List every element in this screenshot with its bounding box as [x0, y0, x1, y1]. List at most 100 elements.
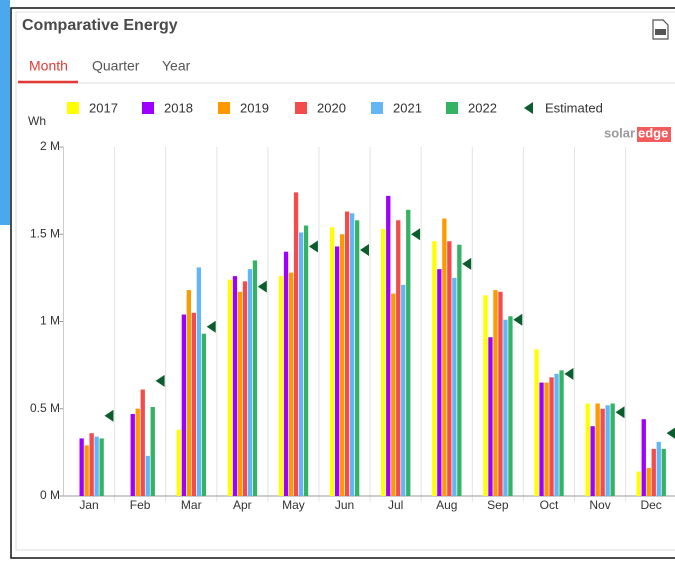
bar	[340, 234, 345, 496]
legend-swatch	[295, 102, 307, 114]
logo-text: edge	[638, 125, 668, 140]
bar	[651, 448, 656, 496]
legend-swatch	[142, 102, 154, 114]
bar	[94, 436, 99, 496]
x-tick-label: Apr	[233, 498, 252, 512]
csv-export-icon[interactable]	[652, 19, 669, 40]
widget-title: Comparative Energy	[22, 17, 178, 34]
bar	[493, 290, 498, 496]
bar	[350, 213, 355, 496]
x-tick-label: Feb	[130, 498, 151, 512]
bar	[283, 251, 289, 496]
bar	[605, 405, 610, 496]
bar	[335, 246, 340, 496]
bar	[646, 468, 651, 496]
bar	[355, 220, 360, 497]
bar	[508, 316, 513, 496]
legend-label: 2018	[164, 100, 193, 115]
bar	[386, 195, 391, 497]
estimate-marker	[257, 280, 267, 293]
y-tick-label: 0 M	[40, 488, 60, 502]
bar	[549, 377, 554, 496]
x-tick-label: Oct	[540, 498, 559, 512]
estimate-marker	[206, 320, 216, 333]
bar	[232, 276, 238, 496]
bar	[600, 408, 605, 496]
bar	[303, 225, 309, 496]
y-tick-label: 0.5 M	[30, 401, 60, 415]
bar	[196, 267, 201, 496]
legend-label: 2020	[317, 100, 346, 115]
bar	[130, 413, 135, 496]
x-tick-label: Jun	[335, 498, 354, 512]
estimate-marker	[666, 427, 675, 439]
estimate-marker	[308, 240, 318, 253]
legend-swatch	[67, 102, 79, 114]
bar	[278, 276, 284, 496]
bar	[150, 407, 155, 496]
bar	[330, 227, 335, 496]
legend-swatch	[371, 102, 383, 114]
x-tick-label: Jul	[388, 498, 403, 512]
estimate-marker	[513, 313, 523, 326]
bar	[201, 333, 206, 496]
logo-highlight	[637, 127, 671, 142]
x-tick-label: May	[282, 498, 305, 512]
bar	[227, 279, 233, 496]
bar	[99, 438, 104, 496]
estimate-marker	[615, 406, 625, 419]
bar	[498, 291, 503, 496]
background-panel	[0, 0, 10, 225]
estimate-marker	[411, 228, 421, 241]
bar	[135, 408, 140, 496]
bar	[176, 429, 181, 496]
bar	[396, 220, 401, 497]
bar	[534, 349, 539, 496]
bar	[554, 373, 559, 496]
bar	[661, 448, 666, 496]
bar	[391, 293, 396, 496]
bar	[345, 211, 350, 496]
legend-swatch	[446, 102, 458, 114]
tab[interactable]: Year	[162, 58, 191, 74]
bar	[145, 455, 150, 496]
bar	[381, 229, 386, 496]
chart: 0 M 0.5 M 1 M 1.5 M 2 M Jan Feb Mar Apr May Jun Jul…	[30, 100, 675, 512]
estimate-marker	[564, 367, 574, 380]
legend-label: 2019	[240, 100, 269, 115]
bar	[457, 244, 462, 496]
legend-label: 2022	[468, 100, 497, 115]
y-tick-label: 2 M	[40, 139, 60, 153]
legend-swatch	[218, 102, 230, 114]
bar	[595, 403, 600, 496]
bar	[186, 290, 191, 496]
legend-label: 2017	[89, 100, 118, 115]
x-tick-label: Aug	[436, 498, 457, 512]
bar	[641, 419, 646, 496]
bar	[503, 319, 508, 496]
bar	[452, 277, 457, 496]
bar	[84, 445, 89, 496]
bar	[237, 291, 243, 496]
bar	[559, 370, 564, 496]
estimate-marker	[104, 409, 114, 422]
bar	[432, 241, 437, 496]
x-tick-label: Nov	[589, 498, 610, 512]
bar	[447, 241, 452, 496]
bar	[247, 269, 253, 496]
tab[interactable]: Month	[29, 58, 68, 74]
bar	[539, 382, 544, 496]
bar	[488, 337, 493, 496]
bar	[401, 284, 406, 496]
bar	[437, 269, 442, 496]
bar	[288, 272, 294, 496]
bar	[590, 426, 595, 496]
bar	[89, 433, 94, 496]
bar	[585, 403, 590, 496]
bar	[636, 471, 641, 496]
x-tick-label: Jan	[79, 498, 98, 512]
bar	[79, 438, 84, 496]
tab[interactable]: Quarter	[92, 58, 140, 74]
x-tick-label: Mar	[181, 498, 202, 512]
